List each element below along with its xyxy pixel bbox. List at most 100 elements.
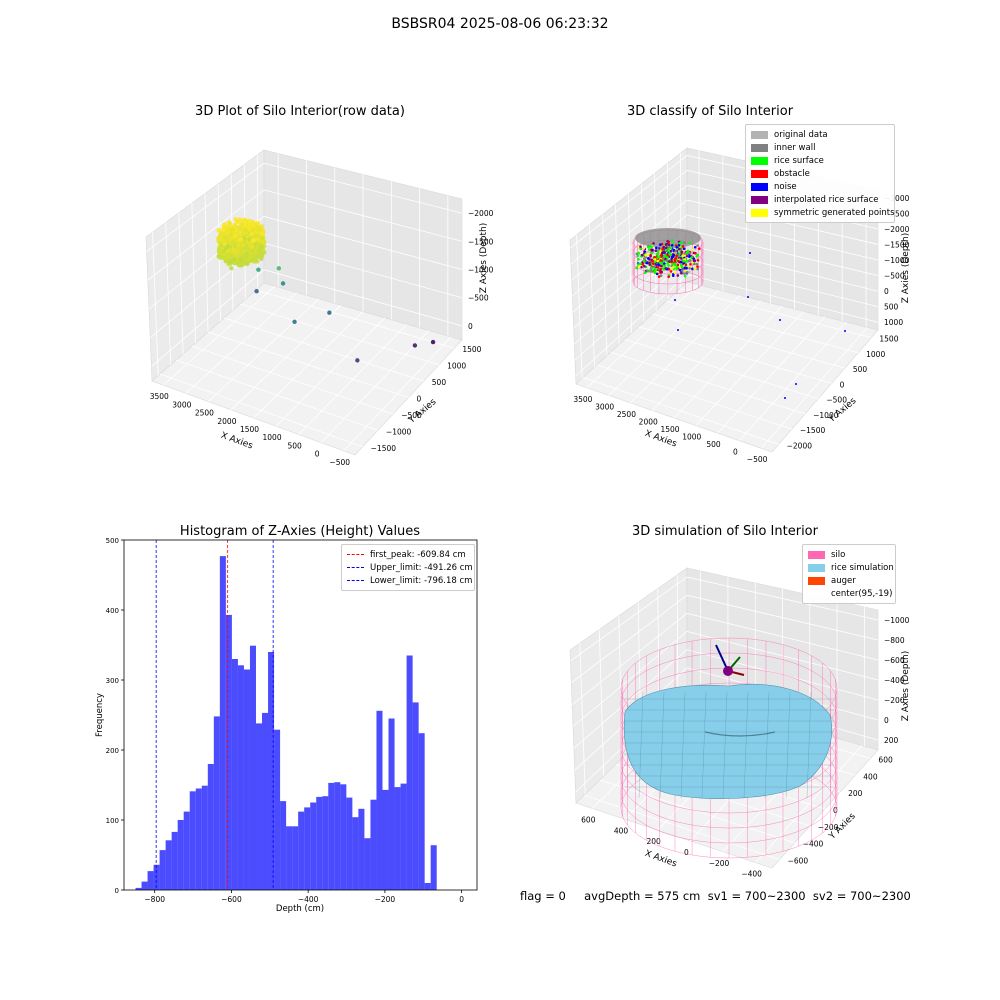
simulation-legend-item: silo bbox=[808, 548, 890, 561]
histogram-bar bbox=[304, 807, 311, 890]
cls-point bbox=[640, 265, 643, 269]
histogram-bar bbox=[376, 710, 383, 890]
cls-point bbox=[656, 265, 660, 269]
histogram-bar bbox=[189, 791, 196, 890]
cls-point bbox=[675, 245, 679, 249]
sim-y-tick: 600 bbox=[878, 755, 893, 764]
raw-x-tick: 3000 bbox=[172, 400, 191, 409]
cls-point bbox=[667, 275, 670, 279]
cls-point bbox=[667, 264, 670, 267]
cls-point bbox=[691, 248, 695, 252]
sim-y-tick: 200 bbox=[848, 789, 863, 798]
cls-point bbox=[696, 265, 699, 268]
cls-point bbox=[637, 258, 640, 261]
histogram-bar bbox=[328, 782, 335, 890]
classify-legend-item: inner wall bbox=[751, 141, 889, 154]
cls-point bbox=[642, 246, 646, 250]
cls-point bbox=[639, 245, 642, 248]
cls-ygrid bbox=[679, 287, 872, 339]
raw-z-tick: 0 bbox=[468, 322, 473, 331]
histogram-bar bbox=[255, 723, 263, 890]
cls-ygrid bbox=[582, 377, 779, 445]
cls-point bbox=[671, 262, 674, 266]
histogram-bar bbox=[430, 845, 437, 890]
sim-x-tick: −200 bbox=[709, 859, 730, 868]
cls-point bbox=[688, 255, 691, 258]
raw-cluster-point bbox=[222, 241, 227, 247]
histogram-y-tick-label: 200 bbox=[106, 747, 119, 755]
legend-swatch bbox=[808, 550, 825, 559]
legend-label: inner wall bbox=[774, 142, 816, 153]
cls-point bbox=[652, 242, 655, 245]
cls-xgrid bbox=[760, 327, 868, 449]
raw-cluster-point bbox=[250, 238, 255, 244]
sim-zgrid bbox=[573, 649, 879, 749]
raw-zgrid bbox=[146, 162, 463, 252]
histogram-bar bbox=[135, 887, 142, 890]
histogram-y-tick-label: 300 bbox=[106, 677, 119, 685]
cls-ygrid bbox=[610, 351, 806, 415]
legend-swatch bbox=[751, 156, 768, 165]
raw-cluster-point bbox=[258, 245, 264, 250]
raw-cluster-point bbox=[224, 245, 229, 250]
histogram-bar bbox=[280, 801, 287, 890]
histogram-bar bbox=[141, 881, 148, 890]
cls-point bbox=[650, 269, 653, 273]
cls-point bbox=[650, 245, 653, 249]
histogram-y-tick-label: 500 bbox=[106, 537, 119, 545]
simulation-legend: silo rice simulation auger center(95,-19) bbox=[802, 544, 896, 604]
cls-point bbox=[641, 263, 645, 266]
cls-point bbox=[662, 245, 666, 249]
cls-point bbox=[664, 243, 668, 246]
cls-point bbox=[664, 257, 667, 261]
cls-point bbox=[657, 248, 660, 252]
cls-point bbox=[688, 241, 692, 245]
cls-point bbox=[673, 271, 677, 274]
legend-label: auger bbox=[831, 575, 856, 586]
simulation-plot-title: 3D simulation of Silo Interior bbox=[632, 524, 818, 539]
raw-cluster-point bbox=[247, 226, 252, 232]
cls-z-tick: 0 bbox=[884, 287, 889, 296]
histogram-bar bbox=[418, 733, 425, 890]
raw-cluster-point bbox=[236, 227, 242, 232]
sim-x-tick: 600 bbox=[581, 815, 596, 824]
legend-swatch bbox=[808, 563, 825, 572]
raw-zgrid bbox=[147, 189, 463, 281]
histogram-legend-item: Lower_limit: -796.18 cm bbox=[347, 574, 473, 587]
raw-cluster-point bbox=[255, 228, 261, 233]
cls-point bbox=[661, 257, 665, 260]
cls-y-tick: 0 bbox=[840, 380, 845, 389]
raw-z-axis-label: Z Axies (Depth) bbox=[479, 223, 489, 294]
legend-label: rice simulation bbox=[831, 562, 894, 573]
histogram-bar bbox=[286, 826, 293, 890]
cls-point bbox=[682, 272, 686, 275]
cls-point bbox=[662, 259, 666, 263]
cls-noise-point bbox=[674, 299, 676, 301]
cls-noise-point bbox=[677, 329, 679, 331]
cls-x-tick: 3500 bbox=[573, 395, 592, 404]
cls-point bbox=[659, 259, 663, 262]
raw-cluster-point bbox=[238, 258, 244, 263]
cls-point bbox=[657, 263, 660, 267]
cls-point bbox=[639, 262, 643, 266]
cls-point bbox=[663, 264, 667, 268]
histogram-x-tick-label: 0 bbox=[459, 895, 464, 904]
legend-label: interpolated rice surface bbox=[774, 194, 879, 205]
sim-y-tick: −400 bbox=[803, 840, 824, 849]
cls-point bbox=[654, 249, 658, 252]
raw-cluster-point bbox=[239, 263, 244, 268]
cls-point bbox=[643, 271, 647, 274]
raw-cluster-point bbox=[259, 254, 265, 259]
raw-cluster-point bbox=[232, 223, 237, 228]
raw-cluster-point bbox=[230, 240, 236, 245]
histogram-bar bbox=[424, 883, 431, 890]
legend-label: Lower_limit: -796.18 cm bbox=[370, 575, 473, 586]
cls-point bbox=[656, 250, 660, 254]
raw-outlier-point bbox=[276, 266, 282, 271]
sim-x-tick: −400 bbox=[741, 870, 762, 879]
cls-point bbox=[672, 253, 675, 257]
histogram-bar bbox=[334, 782, 341, 890]
cls-zgrid bbox=[572, 214, 879, 313]
histogram-y-tick-label: 100 bbox=[106, 817, 119, 825]
cls-point bbox=[669, 246, 673, 250]
